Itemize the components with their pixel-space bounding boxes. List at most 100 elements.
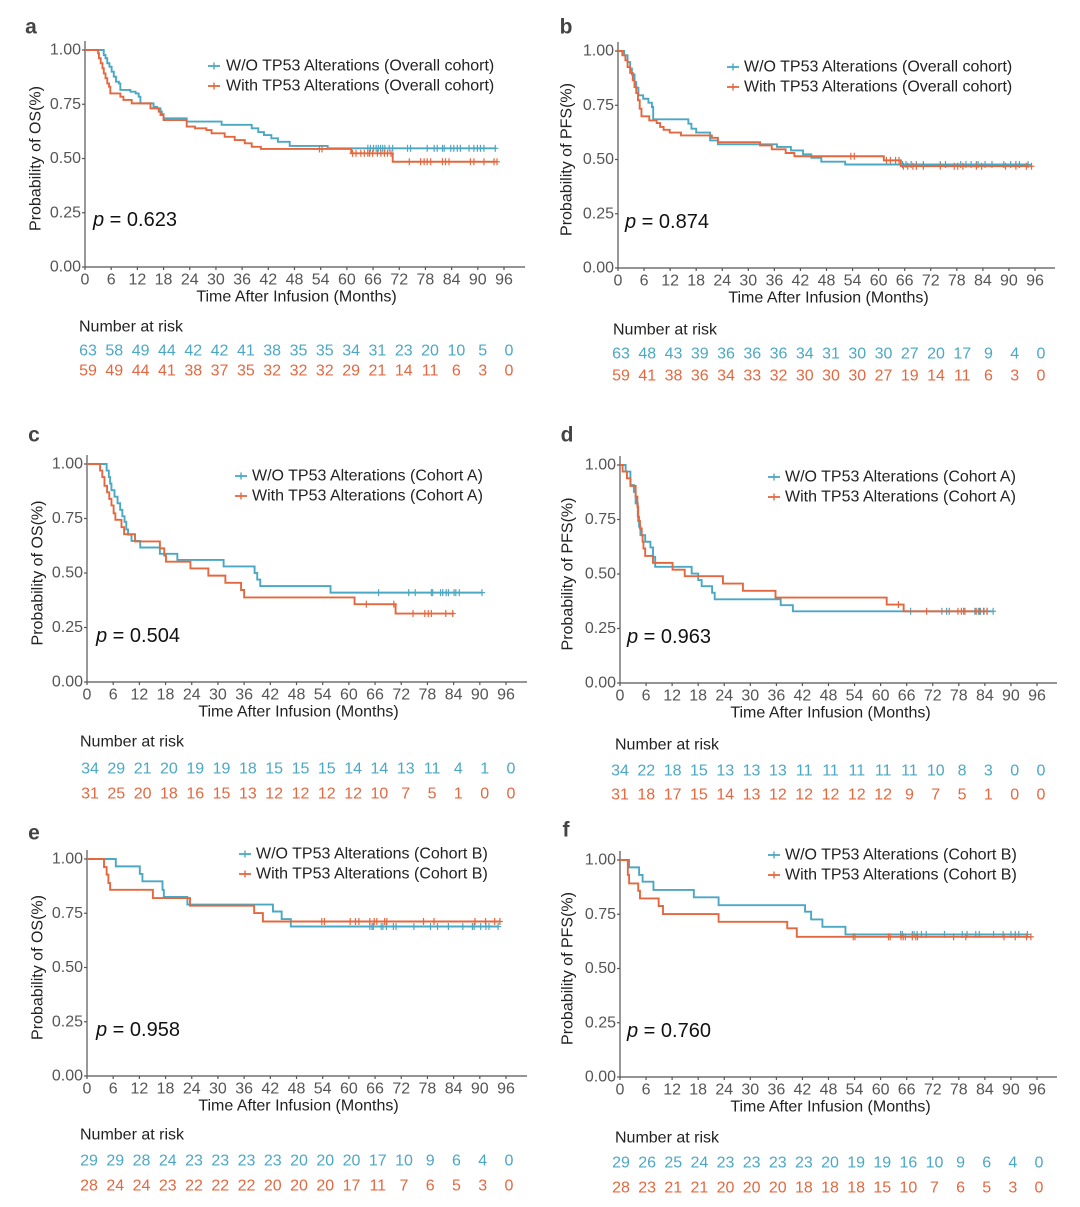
p-symbol: p: [92, 209, 104, 231]
x-tick-label: 18: [155, 272, 173, 289]
risk-count: 4: [454, 761, 463, 778]
risk-row-with-tp53: 59 41 38 36 34 33 32 30 30 30 27 19 14 11 6 3 0: [612, 368, 1045, 385]
legend-item-with-tp53: With TP53 Alterations (Overall cohort): [727, 79, 1012, 96]
risk-count: 13: [743, 763, 761, 780]
risk-count: 3: [478, 1178, 487, 1195]
risk-count: 3: [1008, 1180, 1017, 1197]
censor-mark-with-tp53: [851, 933, 858, 941]
p-value-text: = 0.958: [107, 1019, 180, 1041]
x-tick-label: 0: [83, 1081, 92, 1098]
km-panel-f: f0.000.250.500.751.000 6 12 18 24 30 36 42 48 54 6…: [560, 819, 1057, 1197]
p-value-text: = 0.760: [638, 1020, 711, 1042]
risk-count: 11: [422, 363, 439, 380]
km-curve-without-tp53: [87, 858, 499, 928]
x-tick-label: 6: [109, 687, 118, 704]
km-curve-without-tp53: [85, 49, 496, 150]
risk-count: 15: [318, 761, 336, 778]
panel-letter: b: [560, 16, 573, 39]
x-tick-label: 42: [261, 687, 279, 704]
censor-mark-without-tp53: [424, 144, 431, 152]
censor-mark-without-tp53: [405, 589, 412, 597]
risk-count: 0: [1037, 763, 1046, 780]
risk-count: 34: [81, 761, 99, 778]
risk-count: 1: [984, 787, 993, 804]
x-tick-label: 18: [157, 1081, 175, 1098]
risk-count: 43: [665, 346, 683, 363]
x-tick-label: 78: [417, 272, 435, 289]
risk-count: 12: [292, 786, 310, 803]
km-curve-without-tp53: [620, 464, 994, 613]
legend-item-with-tp53: With TP53 Alterations (Cohort A): [768, 489, 1016, 506]
risk-count: 0: [505, 343, 514, 360]
risk-count: 11: [369, 1178, 386, 1195]
risk-count: 15: [873, 1180, 891, 1197]
km-panel-e: e0.000.250.500.751.000 6 12 18 24 30 36 42 48 54 6…: [28, 822, 527, 1195]
y-tick-label: 1.00: [52, 851, 83, 868]
censor-mark-without-tp53: [471, 922, 478, 930]
risk-table: Number at risk 29 26 25 24 23 23 23 23 20 19 19 16 10…: [612, 1130, 1043, 1197]
y-tick-label: 0.25: [585, 1014, 616, 1031]
x-tick-label: 72: [924, 688, 942, 705]
censor-mark-with-tp53: [383, 917, 390, 925]
risk-count: 29: [612, 1155, 630, 1172]
risk-count: 0: [1035, 1180, 1044, 1197]
risk-count: 33: [743, 368, 761, 385]
x-tick-label: 48: [820, 688, 838, 705]
risk-count: 32: [263, 363, 281, 380]
x-tick-label: 36: [767, 688, 785, 705]
legend-label: W/O TP53 Alterations (Cohort B): [256, 846, 488, 863]
x-tick-label: 6: [109, 1081, 118, 1098]
risk-count: 59: [79, 363, 97, 380]
risk-count: 23: [395, 343, 413, 360]
risk-count: 18: [239, 761, 257, 778]
risk-count: 17: [953, 346, 971, 363]
x-tick-label: 6: [642, 1082, 651, 1099]
risk-row-without-tp53: 34 22 18 15 13 13 13 11 11 11 11 11 10 8 3 0 0: [611, 763, 1045, 780]
legend-item-with-tp53: With TP53 Alterations (Cohort B): [768, 867, 1017, 884]
risk-count: 7: [931, 787, 940, 804]
x-tick-label: 12: [130, 1081, 148, 1098]
x-tick-label: 96: [1028, 688, 1046, 705]
legend-key-plus-icon: [208, 82, 220, 90]
risk-count: 19: [847, 1155, 865, 1172]
censor-mark-with-tp53: [449, 610, 456, 618]
censor-mark-without-tp53: [427, 922, 434, 930]
risk-count: 0: [505, 1153, 514, 1170]
risk-table: Number at risk 34 22 18 15 13 13 13 11 11 11 11 11 10…: [611, 737, 1045, 804]
x-tick-label: 90: [471, 687, 489, 704]
x-tick-label: 54: [846, 688, 864, 705]
x-tick-label: 12: [663, 688, 681, 705]
risk-count: 39: [691, 346, 709, 363]
risk-count: 12: [265, 786, 283, 803]
legend-key-plus-icon: [768, 871, 780, 879]
censor-mark-with-tp53: [851, 152, 858, 160]
risk-table-title: Number at risk: [615, 737, 720, 754]
risk-count: 7: [930, 1180, 939, 1197]
risk-count: 10: [899, 1180, 917, 1197]
x-tick-label: 30: [207, 272, 225, 289]
x-tick-label: 90: [1000, 273, 1018, 290]
risk-count: 20: [134, 786, 152, 803]
p-value-text: = 0.963: [638, 626, 711, 648]
legend-key-plus-icon: [768, 473, 780, 481]
risk-count: 6: [426, 1178, 435, 1195]
x-tick-label: 30: [209, 687, 227, 704]
risk-count: 20: [290, 1153, 308, 1170]
risk-count: 6: [956, 1180, 965, 1197]
x-tick-label: 6: [640, 273, 649, 290]
y-tick-label: 0.25: [52, 1013, 83, 1030]
risk-count: 35: [316, 343, 334, 360]
risk-count: 59: [612, 368, 630, 385]
risk-count: 0: [1035, 1155, 1044, 1172]
y-axis-title: Probability of OS(%): [28, 86, 45, 231]
risk-count: 36: [770, 346, 788, 363]
risk-row-with-tp53: 59 49 44 41 38 37 35 32 32 32 29 21 14 11 6 3 0: [79, 363, 513, 380]
risk-count: 19: [213, 761, 231, 778]
risk-row-without-tp53: 29 29 28 24 23 23 23 23 20 20 20 17 10 9 6 4 0: [80, 1153, 513, 1170]
risk-count: 20: [290, 1178, 308, 1195]
x-tick-label: 42: [792, 273, 810, 290]
legend-item-without-tp53: W/O TP53 Alterations (Cohort B): [768, 847, 1017, 864]
risk-count: 6: [982, 1155, 991, 1172]
x-tick-label: 96: [497, 1081, 515, 1098]
risk-count: 20: [821, 1155, 839, 1172]
